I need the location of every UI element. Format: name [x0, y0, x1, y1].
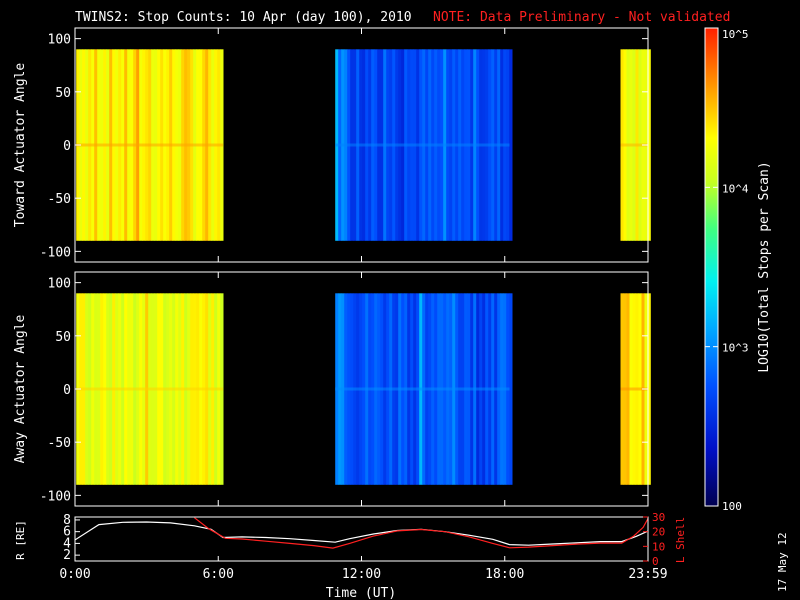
- colorbar-tick-label: 10^5: [722, 28, 749, 41]
- x-tick-label: 23:59: [628, 567, 667, 582]
- panel-toward-y-ticks: 100 50 0 -50 -100: [40, 33, 648, 260]
- lshell-axis-label: L Shell: [674, 517, 687, 563]
- y-tick-label: -50: [48, 192, 71, 207]
- orbit-lines: [75, 517, 648, 549]
- colorbar: 100 10^3 10^4 10^5 LOG10(Total Stops per Sc…: [704, 27, 772, 513]
- panel-toward-x-ticks: [74, 28, 649, 262]
- lshell-tick-label: 10: [652, 540, 665, 553]
- toward-y-axis-label: Toward Actuator Angle: [13, 63, 28, 228]
- y-tick-label: -100: [40, 489, 71, 504]
- away-segment-1: [335, 293, 513, 485]
- colorbar-tick-label: 10^4: [722, 182, 749, 195]
- panel-away-y-ticks: 100 50 0 -50 -100: [40, 277, 648, 504]
- away-column: [509, 293, 513, 485]
- panel-orbit-frame: [74, 516, 649, 562]
- toward-column: [509, 49, 513, 241]
- x-tick-label: 12:00: [342, 567, 381, 582]
- away-zero-band: [335, 387, 510, 391]
- panel-away: 100 50 0 -50 -100 Away Actuator Angle: [13, 271, 651, 507]
- lshell-tick-label: 30: [652, 511, 665, 524]
- y-tick-label: 100: [48, 33, 71, 48]
- r-tick-label: 2: [63, 548, 71, 563]
- x-tick-label: 0:00: [59, 567, 90, 582]
- y-tick-label: -100: [40, 245, 71, 260]
- away-zero-band: [76, 387, 224, 391]
- colorbar-label: LOG10(Total Stops per Scan): [757, 161, 772, 372]
- r-axis-label: R [RE]: [14, 520, 27, 560]
- x-axis-label: Time (UT): [326, 586, 396, 600]
- heatmap-away: [76, 293, 651, 485]
- y-tick-label: 0: [63, 383, 71, 398]
- toward-zero-band: [620, 143, 648, 147]
- lshell-tick-label: 0: [652, 555, 659, 568]
- heatmap-toward: [76, 49, 651, 241]
- lshell-tick-label: 20: [652, 526, 665, 539]
- toward-segment-0: [76, 49, 224, 241]
- data-note: NOTE: Data Preliminary - Not validated: [433, 10, 730, 25]
- r-tick-label: 6: [63, 525, 71, 540]
- y-tick-label: 50: [55, 86, 71, 101]
- panel-toward: 100 50 0 -50 -100 Toward Actuator Angle: [13, 27, 651, 263]
- r-tick-label: 4: [63, 536, 71, 551]
- colorbar-ticks: 100 10^3 10^4 10^5: [705, 27, 749, 513]
- toward-segment-1: [335, 49, 513, 241]
- lshell-series-line: [194, 517, 648, 549]
- colorbar-tick-label: 100: [722, 500, 742, 513]
- away-segment-0: [76, 293, 224, 485]
- colorbar-gradient: [704, 27, 719, 507]
- y-tick-label: 0: [63, 139, 71, 154]
- toward-zero-band: [76, 143, 224, 147]
- away-y-axis-label: Away Actuator Angle: [13, 314, 28, 463]
- r-tick-label: 8: [63, 513, 71, 528]
- toward-zero-band: [335, 143, 510, 147]
- y-tick-label: -50: [48, 436, 71, 451]
- x-tick-label: 6:00: [203, 567, 234, 582]
- date-stamp: 17 May 12: [776, 532, 789, 592]
- y-tick-label: 100: [48, 277, 71, 292]
- y-tick-label: 50: [55, 330, 71, 345]
- away-zero-band: [620, 387, 648, 391]
- orbit-x-ticks: 0:00 6:00 12:00 18:00 23:59: [59, 556, 668, 582]
- panel-away-x-ticks: [74, 272, 649, 506]
- chart-title: TWINS2: Stop Counts: 10 Apr (day 100), 2…: [75, 10, 412, 25]
- r-series-line: [75, 521, 648, 546]
- away-column: [647, 293, 651, 485]
- x-tick-label: 18:00: [485, 567, 524, 582]
- colorbar-tick-label: 10^3: [722, 342, 749, 355]
- toward-column: [647, 49, 651, 241]
